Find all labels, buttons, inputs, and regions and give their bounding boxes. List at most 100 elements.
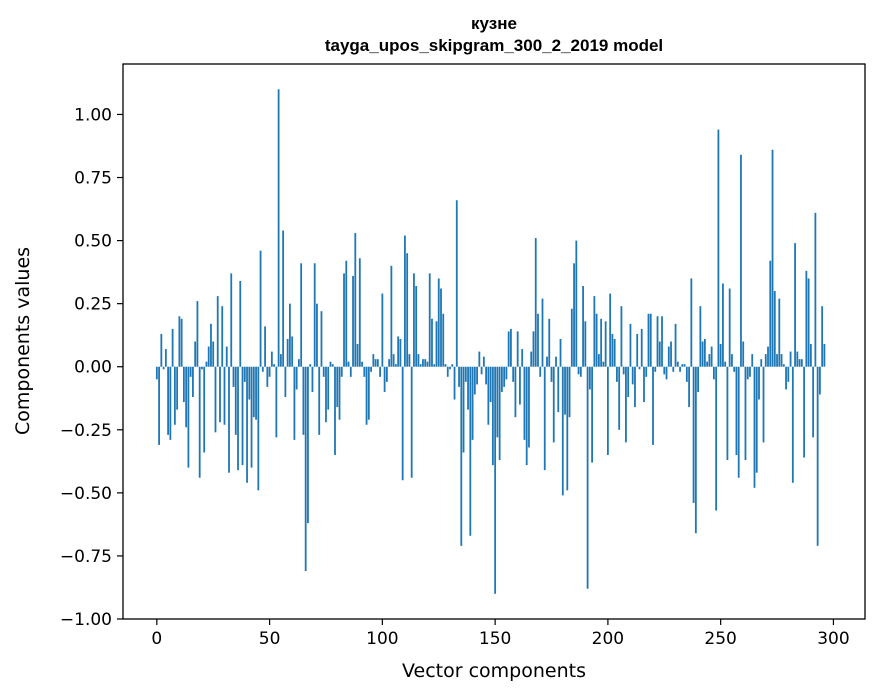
bar [807,278,810,367]
bar [408,354,411,367]
bar [764,354,767,367]
bar [298,359,300,367]
bar [356,344,359,367]
bar [334,366,336,456]
bar [640,328,643,367]
bar [471,366,474,440]
bar [255,366,257,420]
bar [311,366,314,392]
bar [185,366,188,428]
bar [173,366,176,425]
bar [347,361,350,367]
bar [487,366,490,425]
bar [816,366,819,546]
y-axis-ticks: −1.00 −0.75 −0.50 −0.25 0.00 0.25 0.50 0.75 1.00 [60,105,123,630]
bar [688,366,690,408]
bar [823,344,826,367]
bar [746,366,749,380]
bar [295,366,298,390]
bar [758,366,760,400]
bar [631,366,634,385]
bar [776,354,778,367]
bar [410,366,413,478]
bar [455,200,458,367]
bar [198,366,201,478]
bar [703,338,706,367]
bar [390,265,393,367]
bar [634,366,636,408]
bar [733,366,736,372]
bar [674,323,677,367]
bar [706,361,709,367]
bar [329,361,332,367]
bar [171,328,174,367]
bar [649,313,652,367]
bar [534,238,537,367]
bar [182,366,185,403]
bar [751,354,754,367]
bar [582,286,584,367]
bar [491,366,494,466]
x-axis-label: Vector components [402,660,586,682]
bar [167,366,169,435]
bar [462,366,465,453]
bar [374,359,377,367]
bar [552,366,555,443]
bar [719,344,722,367]
bar [643,366,645,403]
bar [584,321,587,367]
y-tick-label: −1.00 [60,610,112,630]
bar [697,366,699,392]
bar [187,366,190,468]
bar [805,270,808,367]
bar [812,366,815,438]
bar [480,366,483,375]
bar [543,366,546,471]
bar [164,349,167,367]
bar [446,366,449,377]
bar [169,366,172,440]
bar [694,366,697,534]
bar [740,154,742,367]
x-tick-label: 300 [817,629,849,649]
bar [279,354,282,367]
chart-title: кузне [471,14,517,33]
bar [345,260,348,367]
bar [514,366,517,418]
bar [519,366,521,405]
bar [352,275,354,367]
bar [782,364,785,367]
bar [225,346,228,367]
bar [372,354,375,367]
bar [216,296,219,367]
bar [798,359,801,367]
bar [275,366,278,438]
bar [207,346,210,367]
bar [404,235,406,367]
bar [742,341,745,367]
y-tick-label: −0.25 [60,421,112,441]
bar [237,366,239,471]
bar [266,366,269,387]
bar [451,364,454,367]
bar [611,333,614,367]
bar [561,366,564,496]
chart-subtitle: tayga_upos_skipgram_300_2_2019 model [325,36,663,55]
bar [162,366,165,370]
bar [532,331,535,367]
bar [685,366,688,382]
bar [178,316,181,367]
bar [415,286,418,367]
bar [570,308,573,367]
bar [500,366,503,392]
bar [613,338,616,367]
bar [399,338,402,367]
bar [731,354,733,367]
bar [645,366,648,377]
bar [586,366,589,589]
y-tick-label: 0.50 [74,232,112,252]
bar [755,366,758,473]
bar [512,366,515,382]
bar [525,366,528,466]
bar [818,366,821,395]
